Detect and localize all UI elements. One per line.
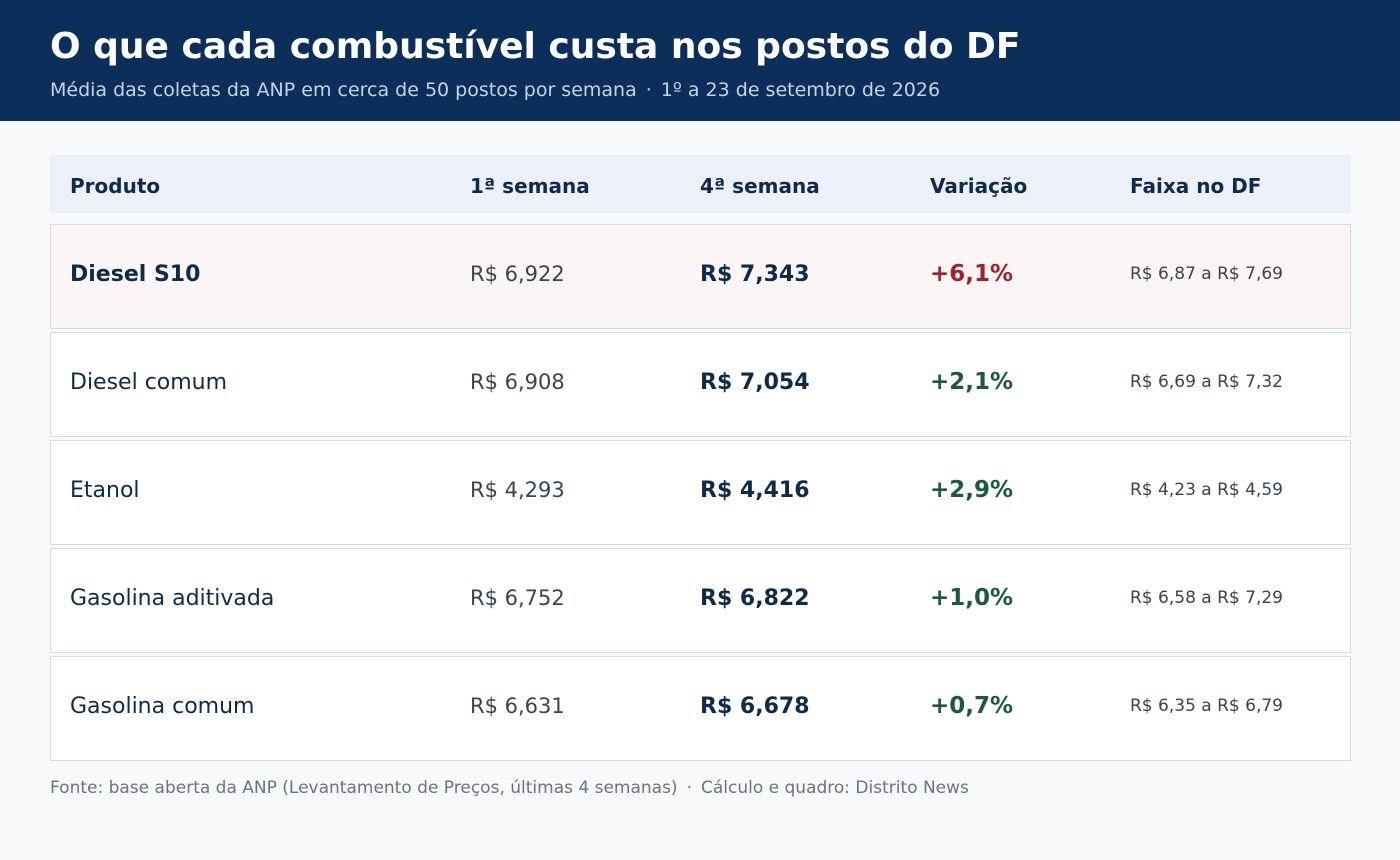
cell-week1-price: R$ 6,908 — [470, 370, 565, 394]
subtitle-period: 1º a 23 de setembro de 2026 — [660, 79, 941, 101]
cell-week4-price: R$ 6,678 — [700, 694, 810, 719]
cell-week4-price: R$ 6,822 — [700, 586, 810, 611]
column-header-range: Faixa no DF — [1130, 174, 1262, 198]
cell-week1-price: R$ 4,293 — [470, 478, 565, 502]
cell-product: Gasolina aditivada — [70, 586, 275, 611]
cell-change: +1,0% — [930, 585, 1014, 611]
footer-separator: · — [686, 778, 692, 798]
cell-change: +2,9% — [930, 477, 1014, 503]
table-row: Gasolina aditivada R$ 6,752 R$ 6,822 +1,0% R… — [50, 548, 1351, 653]
cell-range: R$ 6,35 a R$ 6,79 — [1130, 696, 1283, 716]
cell-week1-price: R$ 6,922 — [470, 262, 565, 286]
cell-range: R$ 6,58 a R$ 7,29 — [1130, 588, 1283, 608]
table-body: Diesel S10 R$ 6,922 R$ 7,343 +6,1% R$ 6,87 a… — [50, 224, 1351, 761]
footer-credit: Cálculo e quadro: Distrito News — [700, 778, 969, 798]
cell-change: +0,7% — [930, 693, 1014, 719]
cell-range: R$ 6,69 a R$ 7,32 — [1130, 372, 1283, 392]
cell-product: Etanol — [70, 478, 140, 503]
subtitle-separator: · — [645, 79, 652, 101]
table-row: Diesel comum R$ 6,908 R$ 7,054 +2,1% R$ 6,69… — [50, 332, 1351, 437]
table-row: Etanol R$ 4,293 R$ 4,416 +2,9% R$ 4,23 a R$ … — [50, 440, 1351, 545]
cell-week1-price: R$ 6,752 — [470, 586, 565, 610]
subtitle-main: Média das coletas da ANP em cerca de 50 … — [50, 79, 637, 101]
cell-range: R$ 4,23 a R$ 4,59 — [1130, 480, 1283, 500]
source-footer: Fonte: base aberta da ANP (Levantamento … — [50, 778, 969, 798]
cell-product: Diesel comum — [70, 370, 228, 395]
column-header-change: Variação — [930, 174, 1028, 198]
page-title: O que cada combustível custa nos postos … — [50, 26, 1021, 67]
cell-product: Diesel S10 — [70, 262, 201, 287]
cell-week4-price: R$ 4,416 — [700, 478, 810, 503]
table-row: Diesel S10 R$ 6,922 R$ 7,343 +6,1% R$ 6,87 a… — [50, 224, 1351, 329]
cell-week1-price: R$ 6,631 — [470, 694, 565, 718]
footer-source: Fonte: base aberta da ANP (Levantamento … — [50, 778, 678, 798]
cell-week4-price: R$ 7,054 — [700, 370, 810, 395]
cell-change: +2,1% — [930, 369, 1014, 395]
column-header-week4: 4ª semana — [700, 174, 820, 198]
cell-product: Gasolina comum — [70, 694, 255, 719]
header-banner: O que cada combustível custa nos postos … — [0, 0, 1400, 121]
cell-range: R$ 6,87 a R$ 7,69 — [1130, 264, 1283, 284]
column-header-week1: 1ª semana — [470, 174, 590, 198]
page-subtitle: Média das coletas da ANP em cerca de 50 … — [50, 79, 940, 101]
cell-week4-price: R$ 7,343 — [700, 262, 810, 287]
column-header-product: Produto — [70, 174, 161, 198]
fuel-price-table: Produto 1ª semana 4ª semana Variação Fai… — [50, 155, 1351, 761]
cell-change: +6,1% — [930, 261, 1014, 287]
table-row: Gasolina comum R$ 6,631 R$ 6,678 +0,7% R$ 6,… — [50, 656, 1351, 761]
table-header: Produto 1ª semana 4ª semana Variação Fai… — [50, 155, 1351, 213]
